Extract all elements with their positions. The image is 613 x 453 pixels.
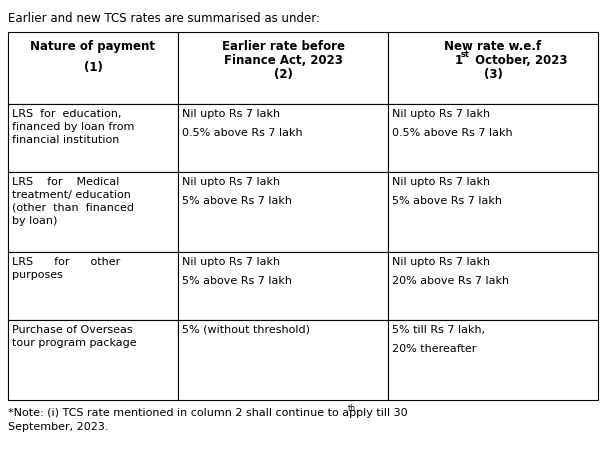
Text: financial institution: financial institution: [12, 135, 120, 145]
Bar: [8, 320, 178, 400]
Text: treatment/ education: treatment/ education: [12, 190, 131, 200]
Text: 5% above Rs 7 lakh: 5% above Rs 7 lakh: [392, 197, 502, 207]
Text: October, 2023: October, 2023: [471, 54, 568, 67]
Text: Nil upto Rs 7 lakh: Nil upto Rs 7 lakh: [182, 109, 280, 119]
Text: purposes: purposes: [12, 270, 63, 280]
Bar: [388, 32, 598, 104]
Text: 20% thereafter: 20% thereafter: [392, 344, 476, 355]
Text: 0.5% above Rs 7 lakh: 0.5% above Rs 7 lakh: [392, 129, 512, 139]
Text: LRS      for      other: LRS for other: [12, 257, 120, 267]
Text: 5% till Rs 7 lakh,: 5% till Rs 7 lakh,: [392, 325, 485, 335]
Text: Finance Act, 2023: Finance Act, 2023: [224, 54, 343, 67]
Text: tour program package: tour program package: [12, 338, 137, 348]
Bar: [8, 252, 178, 320]
Text: LRS  for  education,: LRS for education,: [12, 109, 121, 119]
Text: Purchase of Overseas: Purchase of Overseas: [12, 325, 132, 335]
Text: 1: 1: [455, 54, 463, 67]
Text: (1): (1): [83, 61, 102, 74]
Text: Earlier and new TCS rates are summarised as under:: Earlier and new TCS rates are summarised…: [8, 12, 320, 25]
Bar: [178, 252, 388, 320]
Text: *Note: (i) TCS rate mentioned in column 2 shall continue to apply till 30: *Note: (i) TCS rate mentioned in column …: [8, 408, 408, 418]
Text: 0.5% above Rs 7 lakh: 0.5% above Rs 7 lakh: [182, 129, 303, 139]
Text: Nil upto Rs 7 lakh: Nil upto Rs 7 lakh: [392, 109, 490, 119]
Text: Earlier rate before: Earlier rate before: [221, 40, 345, 53]
Text: Nil upto Rs 7 lakh: Nil upto Rs 7 lakh: [392, 177, 490, 187]
Bar: [388, 252, 598, 320]
Text: September, 2023.: September, 2023.: [8, 422, 109, 432]
Bar: [388, 172, 598, 252]
Text: st: st: [461, 50, 470, 59]
Bar: [178, 32, 388, 104]
Text: 5% above Rs 7 lakh: 5% above Rs 7 lakh: [182, 197, 292, 207]
Bar: [178, 104, 388, 172]
Bar: [8, 172, 178, 252]
Text: (other  than  financed: (other than financed: [12, 203, 134, 213]
Text: by loan): by loan): [12, 216, 58, 226]
Bar: [178, 172, 388, 252]
Text: LRS    for    Medical: LRS for Medical: [12, 177, 120, 187]
Bar: [8, 104, 178, 172]
Bar: [388, 104, 598, 172]
Text: (2): (2): [273, 68, 292, 81]
Bar: [178, 320, 388, 400]
Text: Nil upto Rs 7 lakh: Nil upto Rs 7 lakh: [182, 257, 280, 267]
Text: Nature of payment: Nature of payment: [31, 40, 156, 53]
Text: financed by loan from: financed by loan from: [12, 122, 134, 132]
Text: (3): (3): [484, 68, 503, 81]
Text: Nil upto Rs 7 lakh: Nil upto Rs 7 lakh: [182, 177, 280, 187]
Text: 5% (without threshold): 5% (without threshold): [182, 325, 310, 335]
Text: Nil upto Rs 7 lakh: Nil upto Rs 7 lakh: [392, 257, 490, 267]
Text: 5% above Rs 7 lakh: 5% above Rs 7 lakh: [182, 276, 292, 286]
Bar: [388, 320, 598, 400]
Bar: [8, 32, 178, 104]
Text: 20% above Rs 7 lakh: 20% above Rs 7 lakh: [392, 276, 509, 286]
Text: th: th: [348, 404, 356, 413]
Text: New rate w.e.f: New rate w.e.f: [444, 40, 542, 53]
